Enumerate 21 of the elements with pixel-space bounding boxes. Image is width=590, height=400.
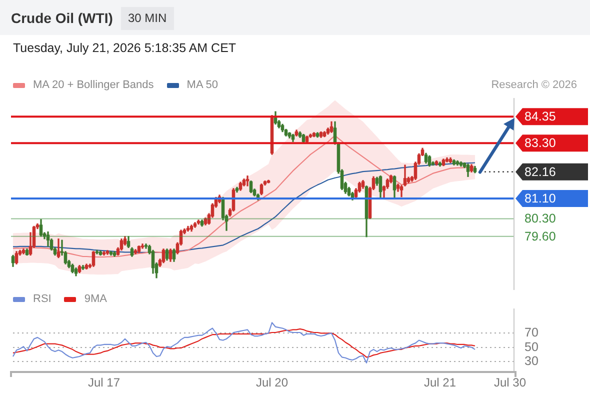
- x-tick-label: Jul 20: [256, 376, 288, 390]
- legend-label: MA 50: [186, 79, 218, 92]
- ref-line-label: 82.16: [524, 164, 556, 179]
- y-tick-label: 30: [524, 354, 538, 368]
- y-tick-label: 70: [524, 326, 538, 340]
- x-tick-label: Jul 21: [424, 376, 456, 390]
- text: Research © 2026: [491, 79, 577, 92]
- legend-label: 9MA: [84, 293, 107, 306]
- text: 30 MIN: [121, 7, 174, 30]
- ref-line-label: 80.30: [524, 212, 556, 226]
- x-tick-label: Jul 30: [494, 376, 526, 390]
- chart-title: Crude Oil (WTI): [11, 10, 113, 27]
- ref-line-label: 81.10: [524, 191, 556, 206]
- ref-line-label: 84.35: [524, 110, 556, 124]
- ref-line-label: 79.60: [524, 229, 556, 244]
- legend-label: MA 20 + Bollinger Bands: [33, 79, 154, 92]
- ref-line-label: 83.30: [524, 136, 556, 150]
- y-tick-label: 50: [524, 340, 538, 354]
- x-tick-label: Jul 17: [88, 376, 120, 390]
- legend-label: RSI: [33, 293, 52, 306]
- chart-subtitle: Tuesday, July 21, 2026 5:18:35 AM CET: [13, 40, 236, 56]
